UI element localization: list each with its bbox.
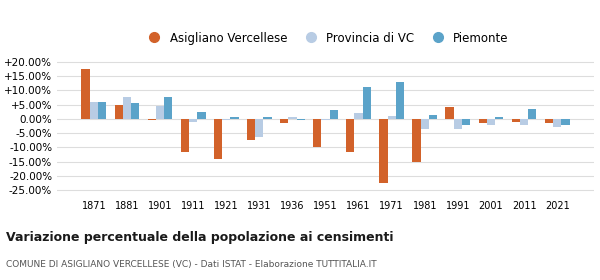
Legend: Asigliano Vercellese, Provincia di VC, Piemonte: Asigliano Vercellese, Provincia di VC, P… (137, 27, 514, 49)
Bar (98, 102, 106, 119)
Bar (520, 119, 528, 125)
Bar (421, 119, 429, 129)
Bar (429, 115, 437, 119)
Bar (329, 110, 338, 119)
Bar (280, 119, 288, 123)
Bar (131, 103, 139, 119)
Bar (454, 119, 462, 129)
Bar (412, 119, 421, 162)
Bar (562, 119, 569, 125)
Text: Variazione percentuale della popolazione ai censimenti: Variazione percentuale della popolazione… (6, 231, 394, 244)
Bar (296, 119, 305, 120)
Text: COMUNE DI ASIGLIANO VERCELLESE (VC) - Dati ISTAT - Elaborazione TUTTITALIA.IT: COMUNE DI ASIGLIANO VERCELLESE (VC) - Da… (6, 260, 377, 269)
Bar (346, 119, 355, 152)
Bar (82, 69, 89, 119)
Bar (363, 87, 371, 119)
Bar (322, 119, 329, 120)
Bar (156, 106, 164, 119)
Bar (123, 97, 131, 119)
Bar (181, 119, 189, 152)
Bar (396, 82, 404, 119)
Bar (553, 119, 562, 127)
Bar (197, 112, 206, 119)
Bar (545, 119, 553, 123)
Bar (355, 113, 363, 119)
Bar (164, 97, 172, 119)
Bar (379, 119, 388, 183)
Bar (230, 117, 239, 119)
Bar (445, 108, 454, 119)
Bar (247, 119, 255, 140)
Bar (479, 119, 487, 123)
Bar (222, 119, 230, 120)
Bar (462, 119, 470, 125)
Bar (495, 117, 503, 119)
Bar (512, 119, 520, 122)
Bar (487, 119, 495, 125)
Bar (288, 117, 296, 119)
Bar (388, 116, 396, 119)
Bar (263, 117, 272, 119)
Bar (189, 119, 197, 122)
Bar (148, 119, 156, 120)
Bar (255, 119, 263, 137)
Bar (528, 109, 536, 119)
Bar (313, 119, 322, 148)
Bar (214, 119, 222, 159)
Bar (89, 102, 98, 119)
Bar (115, 104, 123, 119)
